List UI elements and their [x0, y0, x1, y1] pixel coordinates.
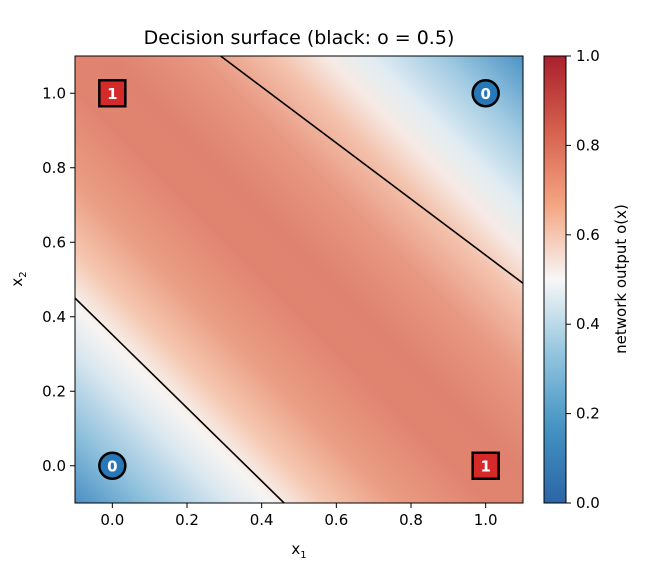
colorbar-ticks: 0.0 0.2 0.4 0.6 0.8 1.0 — [566, 47, 600, 512]
colorbar-tick-label: 0.4 — [576, 315, 600, 333]
data-point-3: 1 — [98, 79, 127, 108]
x-axis-ticks: 0.0 0.2 0.4 0.6 0.8 1.0 — [100, 503, 498, 529]
y-tick-label: 1.0 — [42, 84, 66, 102]
data-point-4: 1 — [471, 451, 500, 480]
point-label: 1 — [480, 457, 490, 475]
circle-marker — [471, 79, 500, 108]
plot-frame — [74, 55, 524, 504]
point-label: 0 — [107, 457, 117, 475]
contour-line-2 — [75, 297, 285, 503]
colorbar-label: network output o(x) — [612, 204, 630, 354]
y-tick-label: 0.2 — [42, 382, 66, 400]
data-point-2: 0 — [471, 79, 500, 108]
y-axis-label: x2 — [8, 271, 29, 286]
chart-title: Decision surface (black: o = 0.5) — [144, 27, 455, 49]
y-tick-label: 0.0 — [42, 457, 66, 475]
colorbar-tick-label: 0.0 — [576, 494, 600, 512]
x-tick-label: 0.6 — [324, 511, 348, 529]
y-tick-label: 0.4 — [42, 308, 66, 326]
circle-marker — [98, 451, 127, 480]
contour-line-1 — [220, 56, 523, 284]
x-tick-label: 0.8 — [399, 511, 423, 529]
y-tick-label: 0.8 — [42, 159, 66, 177]
colorbar-tick-label: 0.8 — [576, 136, 600, 154]
point-label: 0 — [480, 85, 490, 103]
colorbar-gradient — [543, 55, 567, 504]
data-point-1: 0 — [98, 451, 127, 480]
x-tick-label: 0.4 — [250, 511, 274, 529]
x-axis-label: x1 — [291, 540, 306, 561]
x-tick-label: 0.2 — [175, 511, 199, 529]
data-points: 0 0 1 1 — [98, 79, 500, 480]
colorbar: 0.0 0.2 0.4 0.6 0.8 1.0 network output o(x) — [543, 47, 630, 512]
y-tick-label: 0.6 — [42, 233, 66, 251]
colorbar-tick-label: 1.0 — [576, 47, 600, 65]
x-tick-label: 1.0 — [474, 511, 498, 529]
heatmap-surface — [75, 56, 523, 503]
x-tick-label: 0.0 — [100, 511, 124, 529]
point-label: 1 — [107, 85, 117, 103]
plot-area: 0 0 1 1 0.0 0.2 0.4 0.6 0.8 1.0 0.0 0.2 0.4 0.6 0.8 1… — [42, 55, 524, 529]
colorbar-tick-label: 0.2 — [576, 405, 600, 423]
colorbar-tick-label: 0.6 — [576, 226, 600, 244]
y-axis-ticks: 0.0 0.2 0.4 0.6 0.8 1.0 — [42, 84, 75, 475]
contour-lines — [75, 56, 523, 503]
square-marker — [98, 79, 127, 108]
square-marker — [471, 451, 500, 480]
